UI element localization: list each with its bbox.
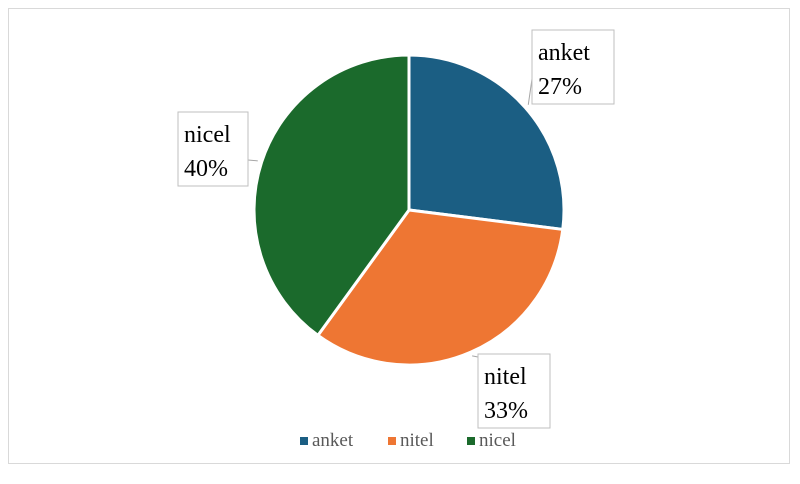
pie-slice-anket (407, 53, 566, 231)
data-label-category-anket: anket (538, 40, 590, 66)
pie-slices (252, 53, 566, 367)
data-label-category-nicel: nicel (184, 122, 231, 148)
legend-swatch-nitel (388, 437, 396, 445)
data-label-box-nitel (477, 353, 551, 429)
data-label-category-nitel: nitel (484, 364, 527, 390)
pie-slice-nicel (252, 53, 411, 337)
data-label-box-anket (531, 29, 615, 105)
legend-swatch-anket (300, 437, 308, 445)
legend-swatch-nicel (467, 437, 475, 445)
legend-label-nitel: nitel (400, 430, 434, 451)
legend: anket nitel nicel (300, 430, 516, 451)
data-label-value-nicel: 40% (184, 156, 228, 182)
legend-label-nicel: nicel (479, 430, 516, 451)
data-labels: anket 27% nitel 33% nicel 40% (177, 29, 615, 429)
data-label-box-nicel (177, 111, 249, 187)
leader-line-nicel (247, 159, 258, 162)
data-label-value-anket: 27% (538, 74, 582, 100)
pie-slice-nitel (316, 208, 565, 367)
leader-line-nitel (472, 355, 479, 358)
legend-label-anket: anket (312, 430, 354, 451)
data-label-value-nitel: 33% (484, 398, 528, 424)
